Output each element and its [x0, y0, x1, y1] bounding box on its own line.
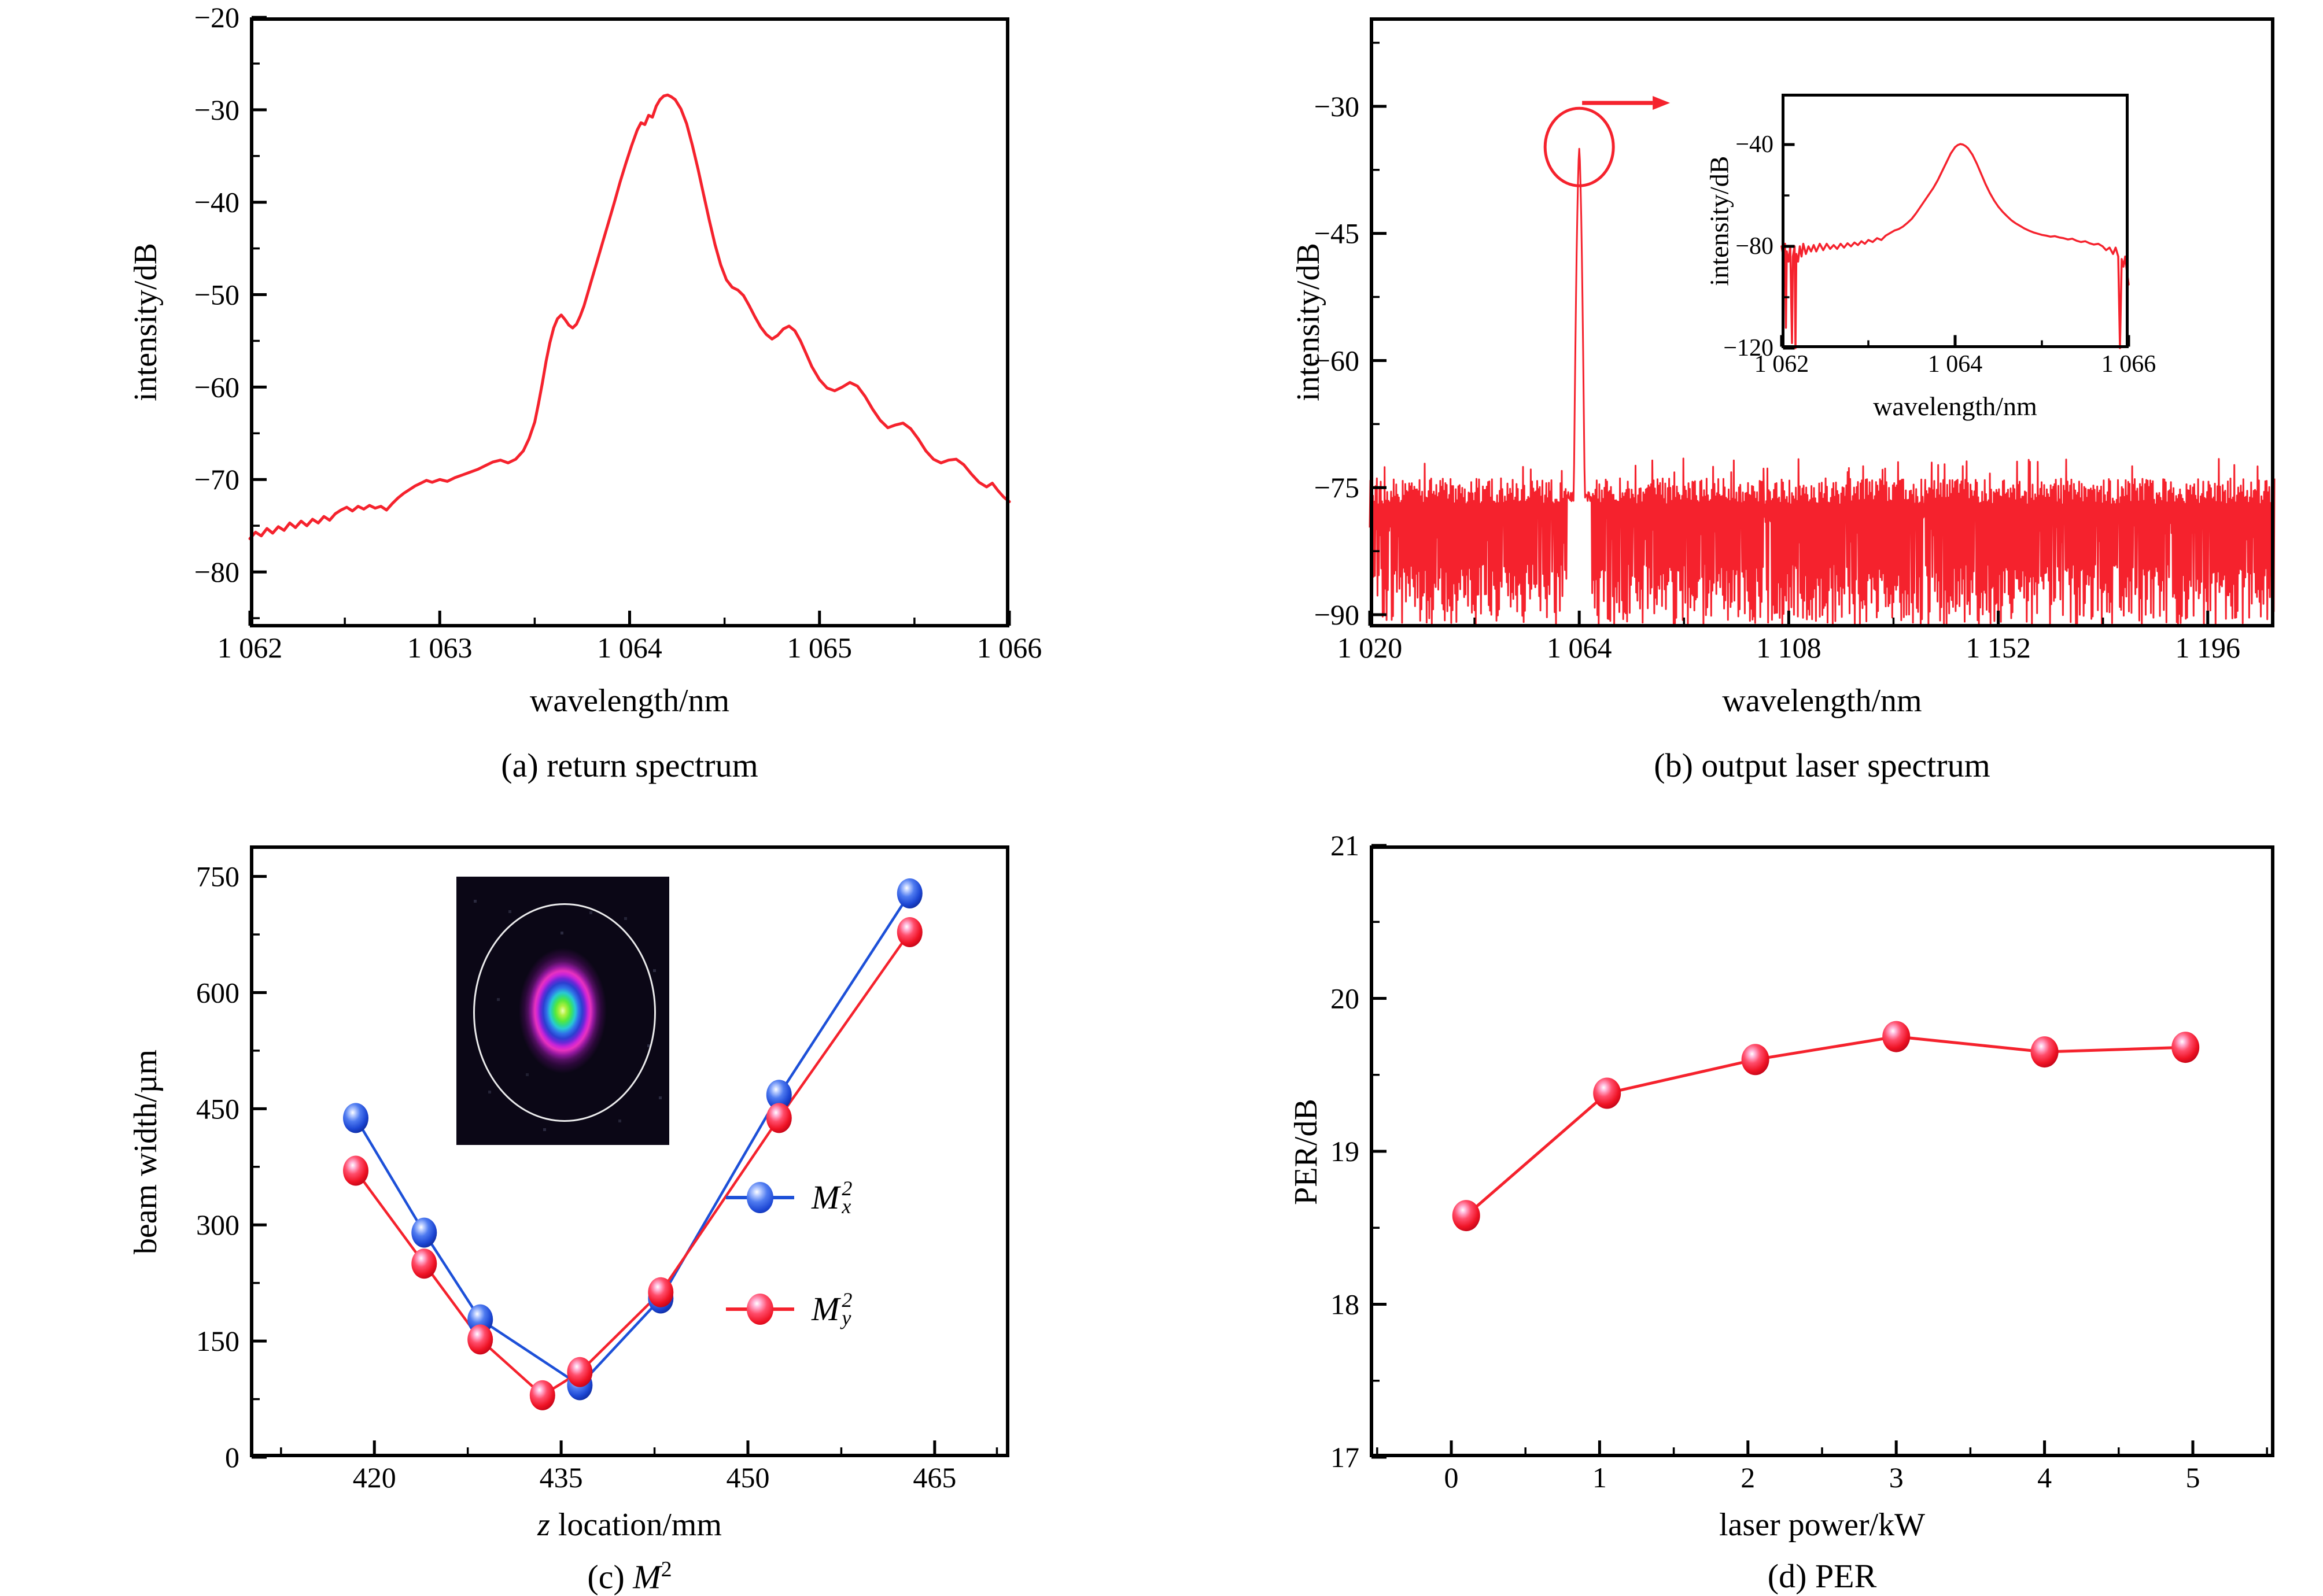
svg-text:1 062: 1 062 [1754, 351, 1809, 378]
panel-c-caption: (c) M2 [587, 1557, 672, 1596]
svg-text:435: 435 [540, 1461, 583, 1494]
svg-text:−75: −75 [1314, 471, 1359, 504]
svg-text:0: 0 [1444, 1461, 1459, 1494]
svg-text:1 064: 1 064 [597, 631, 662, 664]
svg-text:−60: −60 [194, 371, 239, 403]
svg-text:450: 450 [196, 1092, 239, 1125]
svg-text:4: 4 [2037, 1461, 2052, 1494]
panel-a-x-axis-title: wavelength/nm [529, 683, 730, 719]
svg-text:750: 750 [196, 860, 239, 893]
svg-text:19: 19 [1330, 1135, 1359, 1168]
legend-line-red [726, 1293, 794, 1325]
svg-text:−20: −20 [194, 1, 239, 34]
svg-text:600: 600 [196, 976, 239, 1008]
svg-text:−45: −45 [1314, 217, 1359, 250]
svg-text:1 108: 1 108 [1756, 631, 1821, 664]
panel-d-caption: (d) PER [1767, 1557, 1877, 1595]
panel-b-inset-y-axis-title: intensity/dB [1704, 156, 1734, 286]
panel-a-y-axis-title: intensity/dB [128, 243, 164, 401]
svg-text:1 152: 1 152 [1966, 631, 2031, 664]
panel-b-inset-x-axis-title: wavelength/nm [1873, 391, 2037, 421]
beam-noise-speckles [474, 900, 477, 903]
panel-b-output-laser-spectrum: intensity/dB 1 020 1 064 1 108 1 152 1 196 −3… [1162, 0, 2323, 798]
legend-marker-red-icon [747, 1293, 773, 1325]
panel-b-y-axis-title: intensity/dB [1290, 243, 1326, 401]
svg-text:−80: −80 [1735, 233, 1773, 260]
panel-b-caption: (b) output laser spectrum [1654, 747, 1990, 784]
svg-text:17: 17 [1330, 1441, 1359, 1473]
panel-d-x-axis-title: laser power/kW [1719, 1507, 1926, 1543]
svg-text:1 196: 1 196 [2175, 631, 2241, 664]
panel-a-return-spectrum: intensity/dB 1 062 1 063 1 064 1 065 1 066 −2… [0, 0, 1162, 798]
svg-text:−120: −120 [1723, 335, 1773, 361]
panel-c-x-axis-title: z location/mm [537, 1507, 722, 1543]
svg-text:5: 5 [2185, 1461, 2200, 1494]
svg-text:3: 3 [1889, 1461, 1904, 1494]
svg-text:465: 465 [913, 1461, 956, 1494]
panel-d-per: PER/dB 0 1 2 3 4 5 17 18 19 20 21 laser power/kW (… [1162, 798, 2323, 1596]
svg-text:1 066: 1 066 [977, 631, 1042, 664]
svg-text:−80: −80 [194, 556, 239, 588]
panel-c-m-squared: beam width/µm 420 435 450 465 0 150 300 450 600 7… [0, 798, 1162, 1596]
svg-text:1 020: 1 020 [1337, 631, 1403, 664]
chart-d-svg: 0 1 2 3 4 5 17 18 19 20 21 [1330, 829, 2274, 1494]
svg-text:−90: −90 [1314, 598, 1359, 631]
svg-text:1 063: 1 063 [407, 631, 473, 664]
svg-text:300: 300 [196, 1209, 239, 1241]
panel-d-plot-canvas: 0 1 2 3 4 5 17 18 19 20 21 [1330, 829, 2274, 1494]
svg-text:1 062: 1 062 [217, 631, 283, 664]
svg-text:420: 420 [353, 1461, 396, 1494]
chart-c-svg: 420 435 450 465 0 150 300 450 600 750 [196, 845, 1009, 1494]
svg-text:−30: −30 [194, 94, 239, 126]
svg-text:1 064: 1 064 [1928, 351, 1983, 378]
svg-text:−30: −30 [1314, 90, 1359, 123]
svg-text:20: 20 [1330, 982, 1359, 1015]
svg-text:450: 450 [726, 1461, 769, 1494]
chart-a-svg: 1 062 1 063 1 064 1 065 1 066 −20 −30 −40 −50 −60… [194, 1, 1042, 664]
panel-d-y-axis-title: PER/dB [1288, 1099, 1324, 1205]
legend-marker-blue-icon [747, 1181, 773, 1213]
svg-text:0: 0 [225, 1441, 239, 1473]
svg-text:150: 150 [196, 1325, 239, 1357]
svg-text:−40: −40 [194, 186, 239, 219]
chart-b-svg: 1 020 1 064 1 108 1 152 1 196 −30 −45 −60 −75 −90 [1314, 17, 2276, 664]
legend-line-blue [726, 1181, 794, 1213]
svg-text:1 065: 1 065 [787, 631, 853, 664]
panel-b-x-axis-title: wavelength/nm [1722, 683, 1922, 719]
beam-profile-image [456, 877, 669, 1145]
chart-b-inset-svg: 1 062 1 064 1 066 −40 −80 −120 [1723, 94, 2156, 378]
svg-text:1 064: 1 064 [1547, 631, 1612, 664]
panel-a-caption: (a) return spectrum [501, 747, 758, 784]
svg-text:18: 18 [1330, 1288, 1359, 1321]
svg-text:2: 2 [1741, 1461, 1755, 1494]
panel-b-plot-canvas: 1 020 1 064 1 108 1 152 1 196 −30 −45 −60 −75 −90… [1314, 17, 2276, 664]
svg-text:−60: −60 [1314, 344, 1359, 376]
svg-text:1 066: 1 066 [2101, 351, 2156, 378]
panel-a-plot-canvas: 1 062 1 063 1 064 1 065 1 066 −20 −30 −40 −50 −60… [194, 1, 1042, 664]
svg-text:1: 1 [1592, 1461, 1607, 1494]
svg-text:21: 21 [1330, 829, 1359, 862]
svg-text:−50: −50 [194, 279, 239, 311]
svg-text:−70: −70 [194, 463, 239, 496]
svg-text:−40: −40 [1735, 131, 1773, 158]
beam-aperture-ring [473, 903, 656, 1122]
panel-b-inset-plot: 1 062 1 064 1 066 −40 −80 −120 intensity/dB w… [1705, 94, 2156, 421]
panel-c-y-axis-title: beam width/µm [128, 1049, 164, 1255]
